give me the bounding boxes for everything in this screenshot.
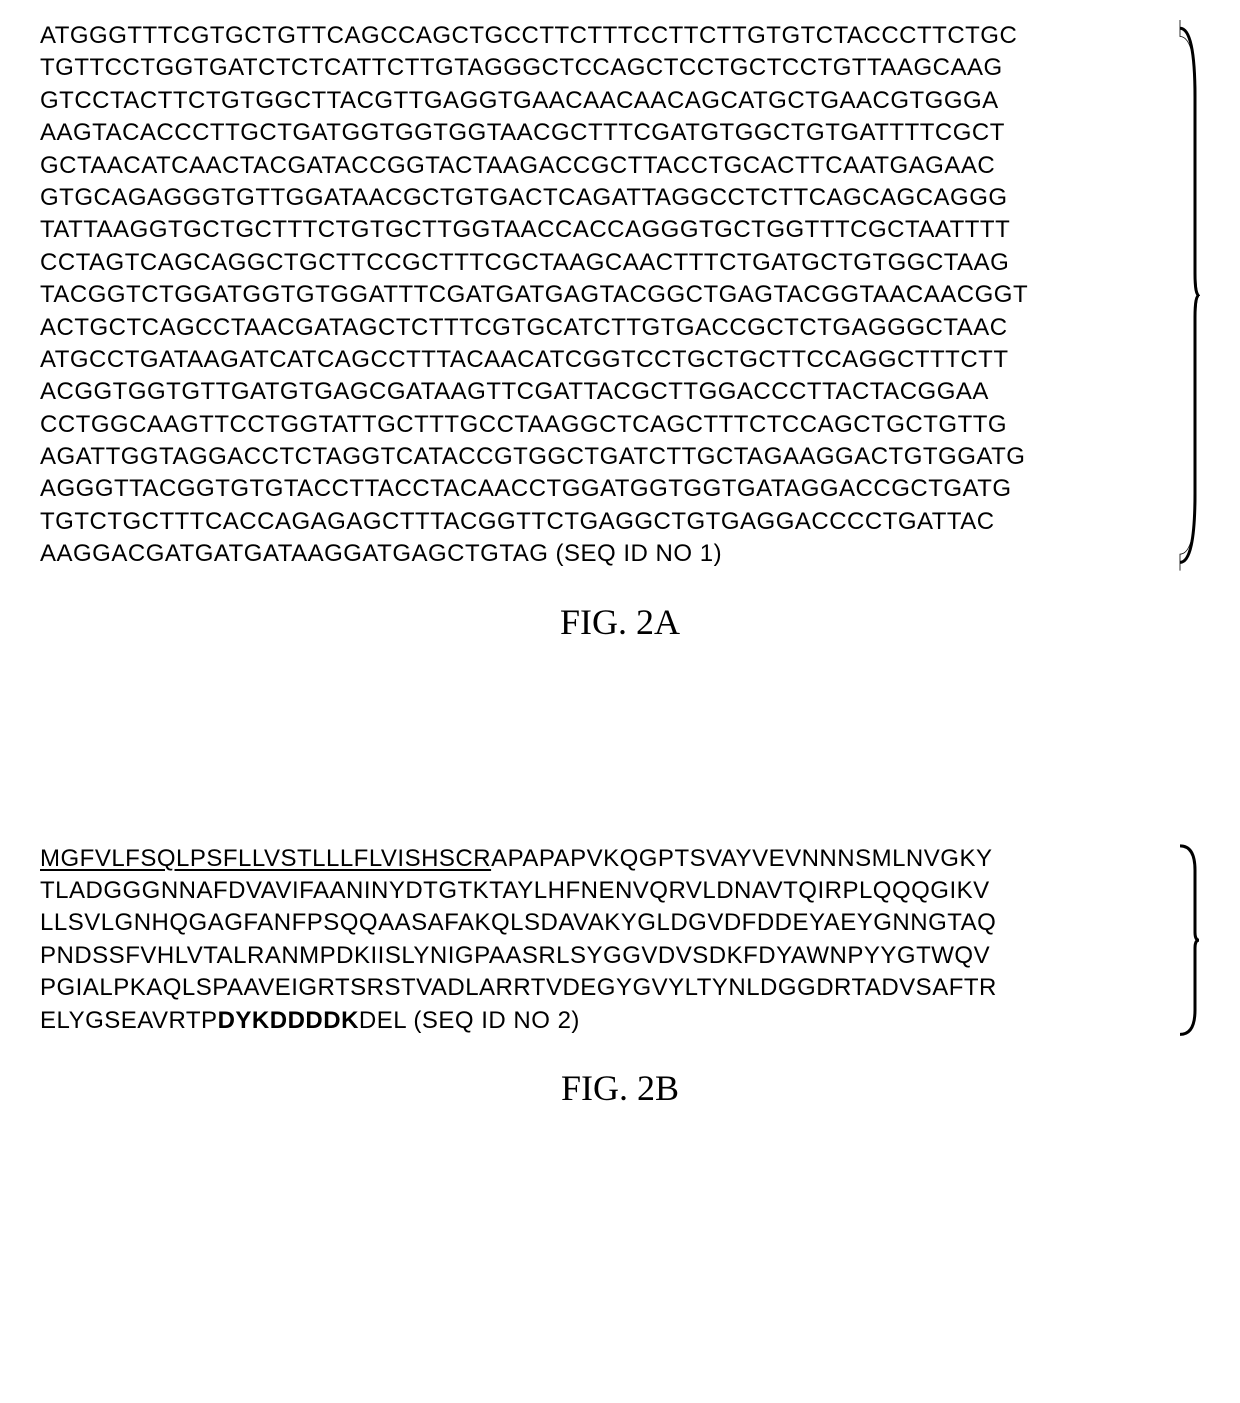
sequence-line: TLADGGGNNAFDVAVIFAANINYDTGTKTAYLHFNENVQR… xyxy=(40,875,1170,907)
sequence-line: CCTAGTCAGCAGGCTGCTTCCGCTTTCGCTAAGCAACTTT… xyxy=(40,247,1170,279)
sequence-line: ATGGGTTTCGTGCTGTTCAGCCAGCTGCCTTCTTTCCTTC… xyxy=(40,20,1170,52)
sequence-line: PGIALPKAQLSPAAVEIGRTSRSTVADLARRTVDEGYGVY… xyxy=(40,972,1170,1004)
sequence-line: CCTGGCAAGTTCCTGGTATTGCTTTGCCTAAGGCTCAGCT… xyxy=(40,409,1170,441)
page-root: ATGGGTTTCGTGCTGTTCAGCCAGCTGCCTTCTTTCCTTC… xyxy=(0,0,1240,1199)
fig2b-label: FIG. 2B xyxy=(40,1067,1200,1109)
sequence-line: AAGTACACCCTTGCTGATGGTGGTGGTAACGCTTTCGATG… xyxy=(40,117,1170,149)
sequence-line: PNDSSFVHLVTALRANMPDKIISLYNIGPAASRLSYGGVD… xyxy=(40,940,1170,972)
sequence-line: TGTCTGCTTTCACCAGAGAGCTTTACGGTTCTGAGGCTGT… xyxy=(40,506,1170,538)
sequence-line: ACGGTGGTGTTGATGTGAGCGATAAGTTCGATTACGCTTG… xyxy=(40,376,1170,408)
sequence-line: GTCCTACTTCTGTGGCTTACGTTGAGGTGAACAACAACAG… xyxy=(40,85,1170,117)
sequence-line: ATGCCTGATAAGATCATCAGCCTTTACAACATCGGTCCTG… xyxy=(40,344,1170,376)
sequence-line: TATTAAGGTGCTGCTTTCTGTGCTTGGTAACCACCAGGGT… xyxy=(40,214,1170,246)
fig2a-sequence-block: ATGGGTTTCGTGCTGTTCAGCCAGCTGCCTTCTTTCCTTC… xyxy=(40,20,1200,571)
bold-segment: DYKDDDDK xyxy=(218,1007,359,1034)
underlined-segment: MGFVLFSQLPSFLLVSTLLLFLVISHSCR xyxy=(40,845,491,872)
sequence-line: AAGGACGATGATGATAAGGATGAGCTGTAG (SEQ ID N… xyxy=(40,538,1170,570)
sequence-line: AGGGTTACGGTGTGTACCTTACCTACAACCTGGATGGTGG… xyxy=(40,473,1170,505)
sequence-line: AGATTGGTAGGACCTCTAGGTCATACCGTGGCTGATCTTG… xyxy=(40,441,1170,473)
sequence-line: MGFVLFSQLPSFLLVSTLLLFLVISHSCRAPAPAPVKQGP… xyxy=(40,843,1170,875)
fig2a-label: FIG. 2A xyxy=(40,601,1200,643)
sequence-line: TACGGTCTGGATGGTGTGGATTTCGATGATGAGTACGGCT… xyxy=(40,279,1170,311)
fig2b-sequence-block: MGFVLFSQLPSFLLVSTLLLFLVISHSCRAPAPAPVKQGP… xyxy=(40,843,1200,1037)
fig2a-container: ATGGGTTTCGTGCTGTTCAGCCAGCTGCCTTCTTTCCTTC… xyxy=(40,20,1200,571)
sequence-line: LLSVLGNHQGAGFANFPSQQAASAFAKQLSDAVAKYGLDG… xyxy=(40,907,1170,939)
sequence-line: ACTGCTCAGCCTAACGATAGCTCTTTCGTGCATCTTGTGA… xyxy=(40,312,1170,344)
sequence-line: ELYGSEAVRTPDYKDDDDKDEL (SEQ ID NO 2) xyxy=(40,1005,1170,1037)
vertical-spacer xyxy=(40,723,1200,843)
fig2b-container: MGFVLFSQLPSFLLVSTLLLFLVISHSCRAPAPAPVKQGP… xyxy=(40,843,1200,1037)
seq-id-label: DEL (SEQ ID NO 2) xyxy=(359,1007,580,1034)
sequence-line: TGTTCCTGGTGATCTCTCATTCTTGTAGGGCTCCAGCTCC… xyxy=(40,52,1170,84)
sequence-line: GTGCAGAGGGTGTTGGATAACGCTGTGACTCAGATTAGGC… xyxy=(40,182,1170,214)
sequence-line: GCTAACATCAACTACGATACCGGTACTAAGACCGCTTACC… xyxy=(40,150,1170,182)
sequence-text: APAPAPVKQGPTSVAYVEVNNNSMLNVGKY xyxy=(491,845,992,872)
sequence-text: ELYGSEAVRTP xyxy=(40,1007,218,1034)
